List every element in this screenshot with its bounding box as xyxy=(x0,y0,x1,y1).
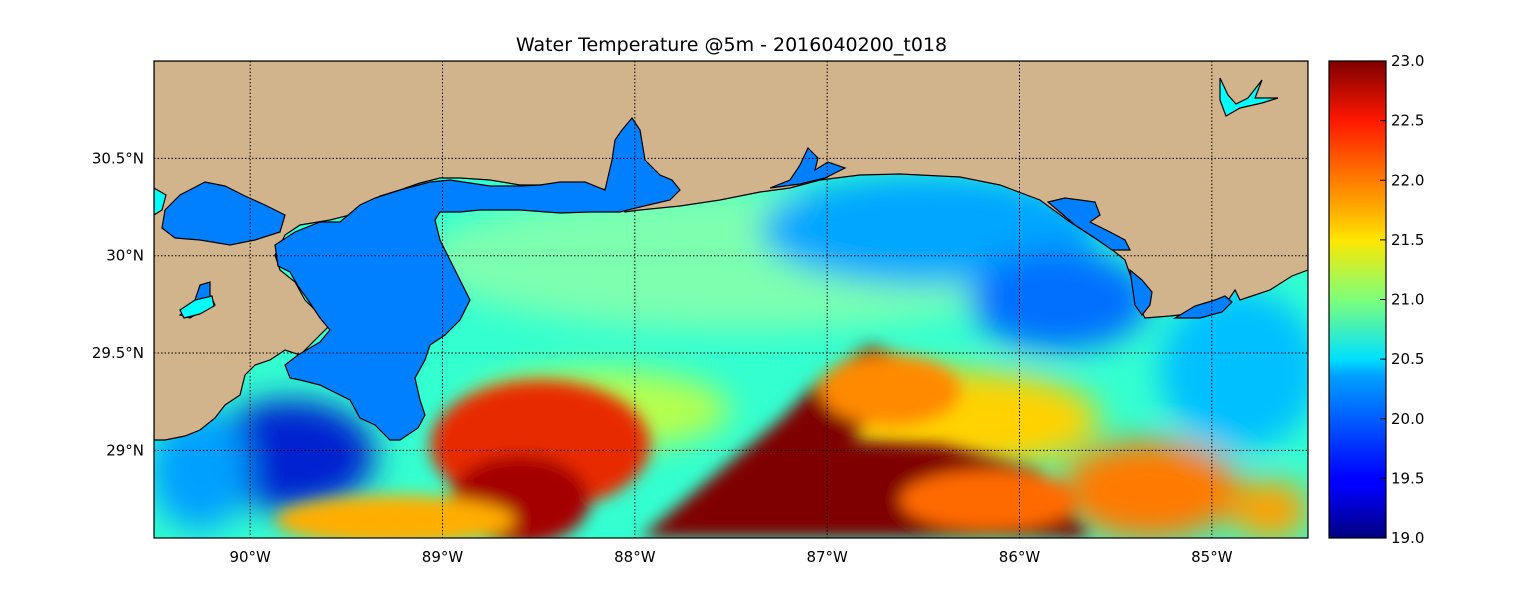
colorbar-tick-label: 19.0 xyxy=(1391,529,1424,547)
colorbar-tick-labels: 19.0 19.5 20.0 20.5 21.0 21.5 22.0 22.5 23.0 xyxy=(1380,52,1424,547)
inland-water xyxy=(769,146,847,189)
inland-water xyxy=(179,295,215,319)
colorbar-tick-label: 23.0 xyxy=(1391,52,1424,70)
colorbar-tick-label: 22.5 xyxy=(1391,112,1424,130)
longitude-tick-labels: 90°W 89°W 88°W 87°W 86°W 85°W xyxy=(229,548,1232,566)
map-plot-area xyxy=(154,61,1308,538)
latitude-tick-label: 29°N xyxy=(106,441,144,459)
colorbar-tick-label: 19.5 xyxy=(1391,469,1424,487)
colorbar-tick-label: 20.0 xyxy=(1391,410,1424,428)
map-title: Water Temperature @5m - 2016040200_t018 xyxy=(515,34,948,56)
inland-water xyxy=(1129,268,1153,317)
graticule xyxy=(154,61,1308,538)
longitude-tick-label: 86°W xyxy=(999,548,1041,566)
inland-water xyxy=(274,116,681,441)
colorbar-tick-label: 22.0 xyxy=(1391,171,1424,189)
latitude-tick-label: 29.5°N xyxy=(92,344,144,362)
inland-water xyxy=(1219,77,1279,117)
longitude-tick-label: 85°W xyxy=(1191,548,1233,566)
longitude-tick-label: 90°W xyxy=(229,548,271,566)
latitude-tick-label: 30.5°N xyxy=(92,149,144,167)
latitude-tick-label: 30°N xyxy=(106,247,144,265)
longitude-tick-label: 87°W xyxy=(806,548,848,566)
colorbar xyxy=(1328,60,1387,539)
colorbar-tick-label: 21.0 xyxy=(1391,291,1424,309)
longitude-tick-label: 88°W xyxy=(614,548,656,566)
latitude-tick-labels: 30.5°N 30°N 29.5°N 29°N xyxy=(92,149,144,459)
colorbar-tick-label: 21.5 xyxy=(1391,231,1424,249)
warm-core-field xyxy=(275,345,1090,538)
longitude-tick-label: 89°W xyxy=(422,548,464,566)
inland-water xyxy=(161,181,286,246)
colorbar-tick-label: 20.5 xyxy=(1391,350,1424,368)
map-frame xyxy=(153,60,1309,539)
inland-water xyxy=(154,187,167,216)
inland-water xyxy=(1046,197,1131,251)
inland-water xyxy=(1172,295,1233,319)
